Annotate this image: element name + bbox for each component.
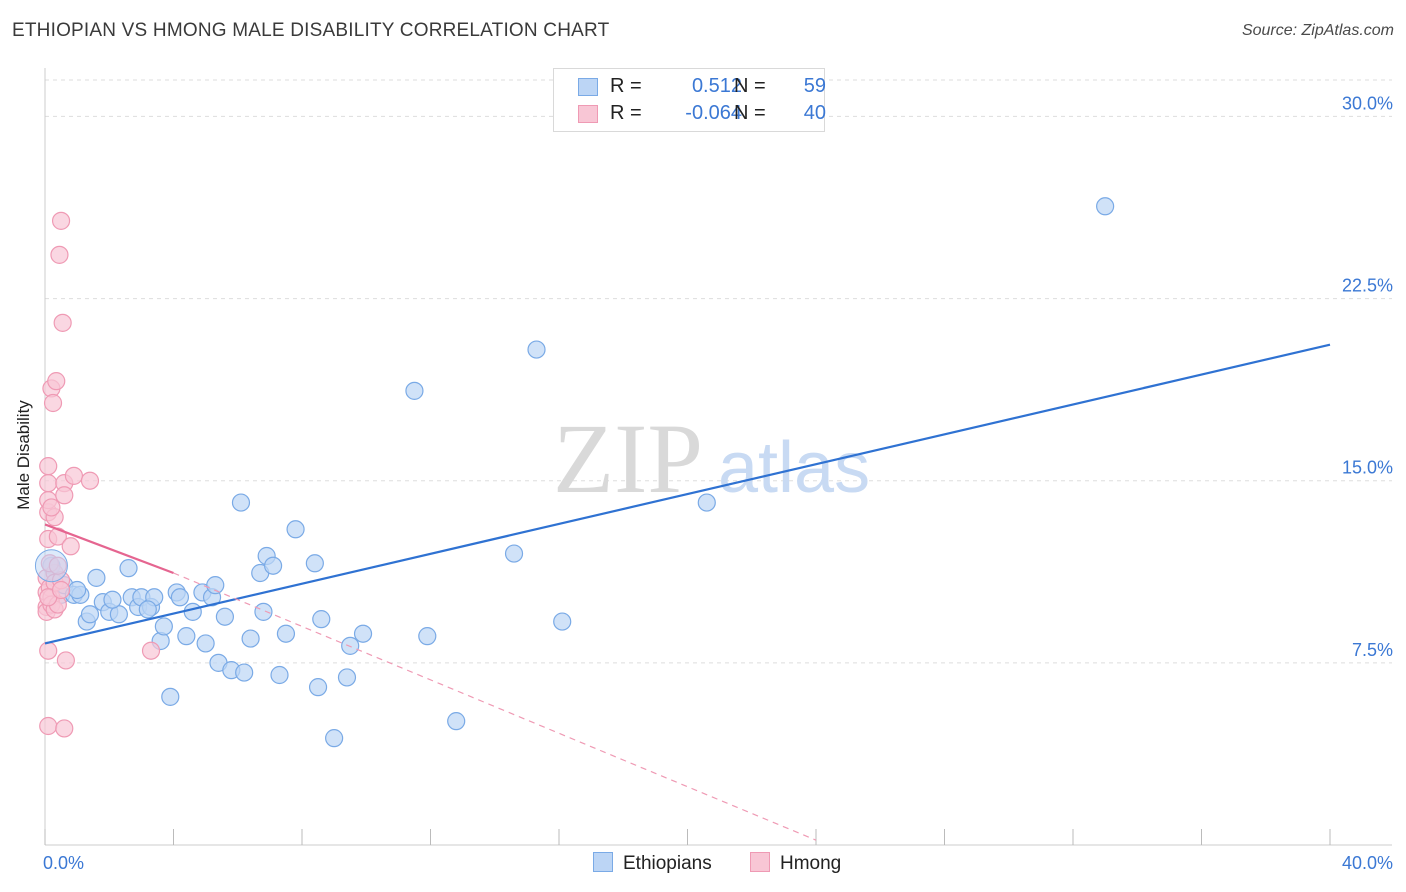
hmong-point (42, 498, 61, 517)
ethiopian-point (254, 602, 273, 621)
legend-swatch-pink (750, 852, 770, 872)
watermark-atlas: atlas (718, 428, 870, 508)
ethiopian-point (154, 617, 173, 636)
legend-r-value: 0.512 (691, 75, 742, 97)
ethiopian-point (183, 602, 202, 621)
ethiopian-point (206, 576, 225, 595)
ethiopian-point (697, 493, 716, 512)
hmong-point (39, 457, 58, 476)
ethiopian-point (196, 634, 215, 653)
y-tick-label: 22.5% (1342, 276, 1393, 296)
ethiopian-point (138, 600, 157, 619)
legend-r-value: -0.064 (685, 102, 742, 124)
ethiopian-point (418, 627, 437, 646)
ethiopian-point (286, 520, 305, 539)
ethiopian-point (231, 493, 251, 512)
legend-r-label: R = (610, 102, 642, 124)
x-tick-label: 0.0% (43, 853, 84, 873)
hmong-point (39, 716, 58, 736)
trend-lines (44, 343, 1331, 841)
ethiopian-point (215, 607, 234, 626)
chart-title: ETHIOPIAN VS HMONG MALE DISABILITY CORRE… (12, 20, 610, 41)
hmong-point (55, 486, 74, 505)
ethiopian-point (241, 629, 260, 648)
hmong-point (51, 580, 71, 600)
legend-n-value: 59 (803, 75, 826, 97)
ethiopian-point (447, 712, 466, 731)
ethiopian-point (337, 668, 357, 687)
legend-n-label: N = (734, 75, 766, 97)
hmong-point (50, 245, 69, 264)
ethiopian-point (68, 580, 87, 600)
legend-swatch-pink (578, 105, 598, 123)
ethiopian-point (276, 624, 296, 643)
ethiopian-point (405, 381, 424, 400)
ethiopian-point (80, 605, 100, 624)
hmong-point (53, 313, 72, 332)
y-tick-label: 7.5% (1352, 640, 1393, 660)
source-label: Source: ZipAtlas.com (1241, 22, 1394, 39)
ethiopian-point (263, 556, 283, 575)
watermark-zip: ZIP (553, 403, 703, 514)
ethiopian-point (161, 687, 180, 706)
ethiopian-point (308, 678, 328, 697)
ethiopian-point (312, 610, 331, 629)
legend-label-ethiopians: Ethiopians (623, 853, 712, 874)
ethiopian-trend-line (44, 343, 1331, 645)
ethiopian-point (103, 590, 122, 609)
bottom-legend-ethiopians: Ethiopians (593, 852, 712, 875)
ethiopian-point (177, 627, 196, 646)
axes (44, 68, 1392, 846)
hmong-point (48, 527, 67, 546)
ethiopian-point (119, 559, 138, 578)
hmong-point (39, 474, 58, 493)
grid-lines (45, 79, 1392, 664)
hmong-point (39, 641, 58, 660)
ethiopian-point (527, 340, 546, 359)
legend-swatch-blue (578, 78, 598, 96)
hmong-point (43, 393, 63, 413)
ethiopian-point (553, 612, 572, 631)
hmong-trend-extension (173, 572, 817, 841)
ethiopian-point (1096, 197, 1115, 216)
legend-n-value: 40 (803, 102, 826, 124)
ethiopian-point (353, 624, 373, 643)
correlation-legend: R = 0.512 N = 59 R = -0.064 N = 40 (553, 68, 826, 132)
hmong-point (61, 537, 80, 556)
ethiopian-point (270, 665, 289, 685)
ethiopian-point (170, 588, 190, 607)
legend-label-hmong: Hmong (780, 853, 842, 874)
legend-n-label: N = (734, 102, 766, 124)
ethiopian-point (325, 729, 344, 748)
tick-labels: 7.5% 15.0% 22.5% 30.0% 0.0% 40.0% (43, 93, 1393, 873)
hmong-point (56, 651, 75, 670)
legend-r-label: R = (610, 75, 642, 97)
data-points (34, 197, 1115, 748)
ethiopian-point (305, 554, 324, 573)
hmong-trend-line (44, 523, 174, 575)
legend-swatch-blue (593, 852, 613, 872)
y-tick-label: 30.0% (1342, 93, 1393, 113)
hmong-point (64, 466, 84, 485)
hmong-point (141, 641, 161, 660)
hmong-point (55, 719, 74, 738)
x-tick-label: 40.0% (1342, 853, 1393, 873)
hmong-point (80, 471, 100, 490)
bottom-legend-hmong: Hmong (750, 852, 841, 875)
hmong-point (51, 211, 71, 230)
ethiopian-point (235, 663, 254, 682)
ethiopian-point (87, 568, 106, 587)
ethiopian-point (504, 544, 524, 563)
y-tick-label: 15.0% (1342, 458, 1393, 478)
ethiopian-point-cluster (34, 549, 68, 583)
hmong-point (47, 372, 66, 391)
